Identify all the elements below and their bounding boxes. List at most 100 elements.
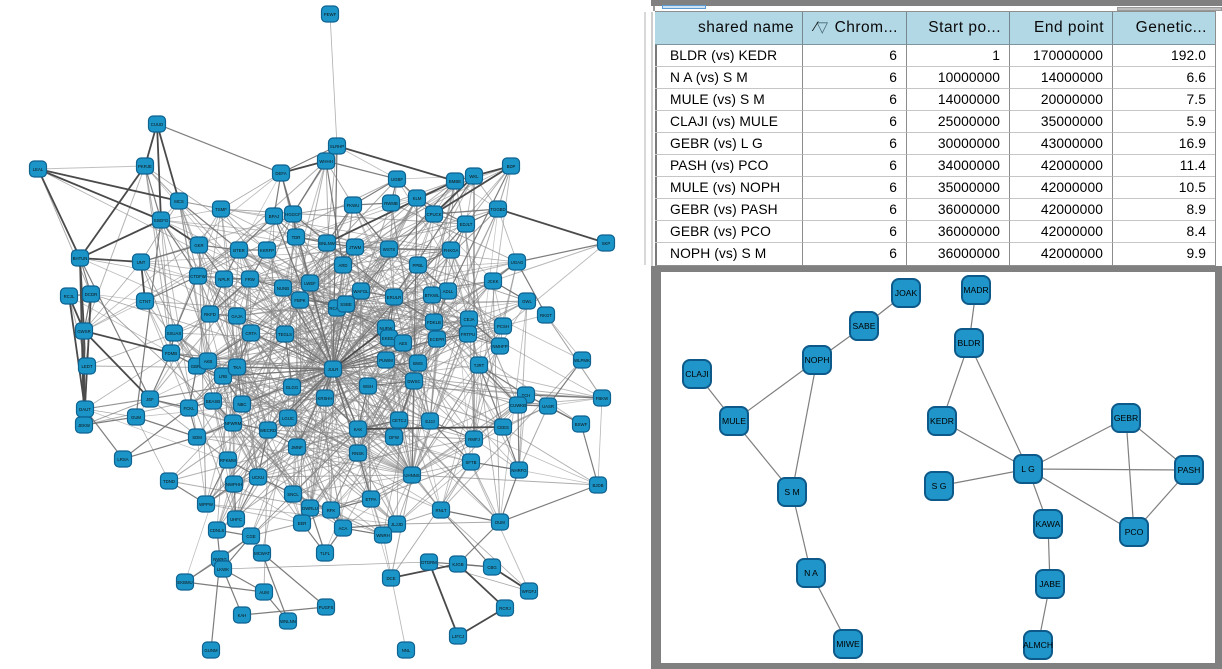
svg-text:BLDR: BLDR — [958, 338, 981, 348]
svg-text:UGBF: UGBF — [391, 177, 403, 182]
svg-text:PUGFS: PUGFS — [319, 605, 334, 610]
svg-text:RKGT: RKGT — [540, 313, 552, 318]
svg-text:NPLR: NPLR — [218, 277, 229, 282]
svg-text:GEBR: GEBR — [1114, 413, 1138, 423]
svg-text:LEAL: LEAL — [33, 167, 44, 172]
svg-text:FCKL: FCKL — [184, 406, 196, 411]
svg-text:RNSK: RNSK — [352, 451, 364, 456]
svg-text:ECEPR: ECEPR — [430, 337, 445, 342]
svg-text:ALMCH: ALMCH — [1023, 640, 1053, 650]
svg-text:LGUC: LGUC — [282, 416, 294, 421]
svg-text:SFTB: SFTB — [466, 460, 477, 465]
svg-text:SNCL: SNCL — [287, 492, 299, 497]
svg-text:NHRFG: NHRFG — [511, 468, 527, 473]
svg-text:FDKLB: FDKLB — [427, 320, 441, 325]
svg-text:GBRN: GBRN — [191, 364, 203, 369]
svg-text:UHFC: UHFC — [230, 517, 242, 522]
svg-text:RMFJ: RMFJ — [468, 437, 479, 442]
svg-text:WSTS: WSTS — [383, 247, 396, 252]
svg-text:PCSH: PCSH — [497, 324, 509, 329]
svg-text:KRSHH: KRSHH — [317, 396, 332, 401]
svg-text:SABE: SABE — [853, 321, 876, 331]
svg-text:PEWF: PEWF — [324, 12, 337, 17]
svg-text:UASR: UASR — [542, 404, 554, 409]
svg-text:FHKGA: FHKGA — [444, 248, 459, 253]
svg-text:DWSC: DWSC — [407, 379, 420, 384]
svg-text:FRW: FRW — [245, 277, 256, 282]
svg-text:LEDT: LEDT — [82, 364, 93, 369]
svg-text:MCWAT: MCWAT — [254, 551, 270, 556]
svg-text:JTWM: JTWM — [349, 245, 362, 250]
svg-text:DEFA: DEFA — [275, 171, 286, 176]
svg-text:FRTPU: FRTPU — [461, 332, 475, 337]
svg-text:KJGB: KJGB — [452, 562, 463, 567]
svg-text:GKR: GKR — [194, 243, 203, 248]
svg-text:NUFW: NUFW — [380, 326, 394, 331]
svg-text:TGGBD: TGGBD — [490, 207, 505, 212]
svg-text:ADLL: ADLL — [443, 289, 454, 294]
svg-text:NWPHH: NWPHH — [226, 482, 242, 487]
svg-text:KLM: KLM — [413, 196, 422, 201]
svg-text:CEJA: CEJA — [464, 317, 475, 322]
svg-text:RCRJ: RCRJ — [499, 606, 510, 611]
svg-text:CLAJI: CLAJI — [685, 369, 708, 379]
svg-text:JOAK: JOAK — [895, 288, 918, 298]
svg-text:GAJA: GAJA — [231, 314, 242, 319]
svg-text:WSH: WSH — [363, 384, 373, 389]
svg-text:NUNB: NUNB — [277, 286, 289, 291]
svg-text:LRB: LRB — [219, 374, 227, 379]
svg-text:LWEF: LWEF — [304, 281, 316, 286]
svg-text:JMNF: JMNF — [291, 445, 303, 450]
svg-text:RFKMW: RFKMW — [220, 458, 237, 463]
svg-text:HGGCF: HGGCF — [285, 212, 301, 217]
svg-text:CTDFW: CTDFW — [190, 274, 206, 279]
svg-text:WPPW: WPPW — [199, 502, 214, 507]
svg-text:BHTUN: BHTUN — [73, 256, 88, 261]
svg-text:KAK: KAK — [354, 427, 363, 432]
svg-text:GWSR: GWSR — [77, 329, 90, 334]
svg-text:CGE: CGE — [246, 534, 255, 539]
svg-text:MADR: MADR — [963, 285, 988, 295]
svg-text:JULR: JULR — [328, 367, 339, 372]
svg-text:BTER: BTER — [233, 248, 244, 253]
svg-text:SSBE: SSBE — [340, 302, 352, 307]
svg-text:EKBMU: EKBMU — [177, 580, 192, 585]
svg-text:DUM: DUM — [495, 520, 505, 525]
svg-text:PASH: PASH — [1178, 465, 1201, 475]
svg-text:UNT: UNT — [137, 260, 146, 265]
svg-text:MULE: MULE — [722, 416, 746, 426]
svg-text:TDR: TDR — [292, 235, 301, 240]
svg-text:JEF: JEF — [146, 397, 154, 402]
svg-text:BPAJ: BPAJ — [269, 214, 279, 219]
svg-text:CUWKB: CUWKB — [510, 403, 526, 408]
svg-text:RNLT: RNLT — [436, 508, 447, 513]
svg-text:TDND: TDND — [163, 479, 175, 484]
svg-text:KAWA: KAWA — [1036, 519, 1061, 529]
svg-text:WKL: WKL — [469, 174, 479, 179]
svg-text:JEKW: JEKW — [78, 423, 91, 428]
svg-text:RCJL: RCJL — [64, 294, 75, 299]
svg-text:WECRD: WECRD — [260, 428, 276, 433]
svg-text:CUUD: CUUD — [151, 122, 163, 127]
svg-text:SDM: SDM — [192, 435, 202, 440]
svg-text:NBC: NBC — [237, 402, 246, 407]
svg-text:LRSA: LRSA — [117, 457, 128, 462]
svg-text:UCKU: UCKU — [252, 475, 264, 480]
svg-text:PPBL: PPBL — [413, 263, 425, 268]
svg-text:FBPK: FBPK — [294, 298, 305, 303]
svg-text:JCKK: JCKK — [488, 279, 499, 284]
svg-text:NOPH: NOPH — [805, 355, 830, 365]
svg-text:AUM: AUM — [259, 590, 269, 595]
svg-text:DWRLU: DWRLU — [302, 506, 318, 511]
svg-text:BWS: BWS — [413, 361, 423, 366]
svg-text:KKRFP: KKRFP — [260, 248, 274, 253]
svg-text:RFK: RFK — [327, 508, 336, 513]
svg-text:WNLNN: WNLNN — [280, 619, 296, 624]
svg-text:CDNLS: CDNLS — [210, 528, 225, 533]
svg-text:GWL: GWL — [522, 299, 532, 304]
svg-text:FDMB: FDMB — [165, 351, 177, 356]
svg-text:NNL: NNL — [402, 648, 411, 653]
svg-text:ARD: ARD — [338, 263, 347, 268]
svg-text:LJFCJ: LJFCJ — [452, 634, 464, 639]
svg-text:WHHH: WHHH — [319, 159, 332, 164]
